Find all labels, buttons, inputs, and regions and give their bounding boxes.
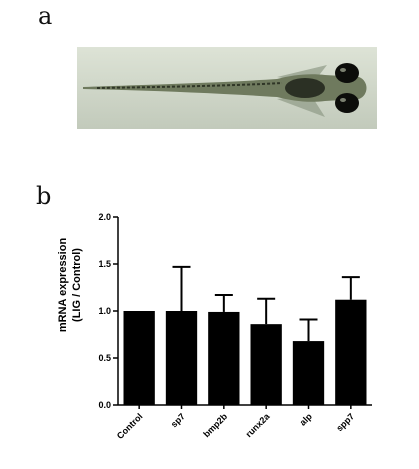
zebrafish-photo bbox=[77, 47, 377, 129]
bar-spp7 bbox=[335, 299, 367, 405]
x-tick-labels: Control sp7 bmp2b runx2a alp spp7 bbox=[115, 405, 356, 441]
error-bars bbox=[172, 265, 360, 342]
y-tick-label: 0.5 bbox=[98, 353, 111, 363]
panel-label-a: a bbox=[38, 2, 53, 30]
bar-runx2a bbox=[250, 324, 282, 405]
x-tick-label: Control bbox=[115, 411, 145, 441]
pigment-stripe bbox=[96, 82, 283, 89]
eye-highlight-bottom bbox=[340, 98, 346, 102]
eye-top bbox=[335, 63, 359, 83]
larva-head bbox=[285, 78, 325, 98]
y-ticks: 0.0 0.5 1.0 1.5 2.0 bbox=[98, 212, 118, 410]
y-tick-label: 0.0 bbox=[98, 400, 111, 410]
y-tick-label: 1.5 bbox=[98, 259, 111, 269]
y-axis-label: mRNA expression (LIG / Control) bbox=[57, 238, 83, 333]
x-tick-label: bmp2b bbox=[201, 411, 229, 439]
x-tick-label: alp bbox=[298, 411, 315, 428]
y-tick-label: 1.0 bbox=[98, 306, 111, 316]
eye-highlight-top bbox=[340, 68, 346, 72]
y-tick-label: 2.0 bbox=[98, 212, 111, 222]
eye-bottom bbox=[335, 93, 359, 113]
y-axis-label-line1: mRNA expression bbox=[57, 238, 69, 333]
x-tick-label: runx2a bbox=[244, 411, 273, 440]
bars bbox=[123, 299, 367, 405]
bar-sp7 bbox=[165, 311, 198, 405]
axes bbox=[117, 217, 372, 406]
x-tick-label: spp7 bbox=[334, 411, 356, 433]
bar-control bbox=[123, 311, 155, 405]
y-axis-label-line2: (LIG / Control) bbox=[71, 248, 83, 322]
panel-label-b: b bbox=[36, 182, 52, 210]
bar-bmp2b bbox=[208, 311, 240, 405]
x-tick-label: sp7 bbox=[169, 411, 187, 429]
bar-alp bbox=[292, 341, 325, 405]
